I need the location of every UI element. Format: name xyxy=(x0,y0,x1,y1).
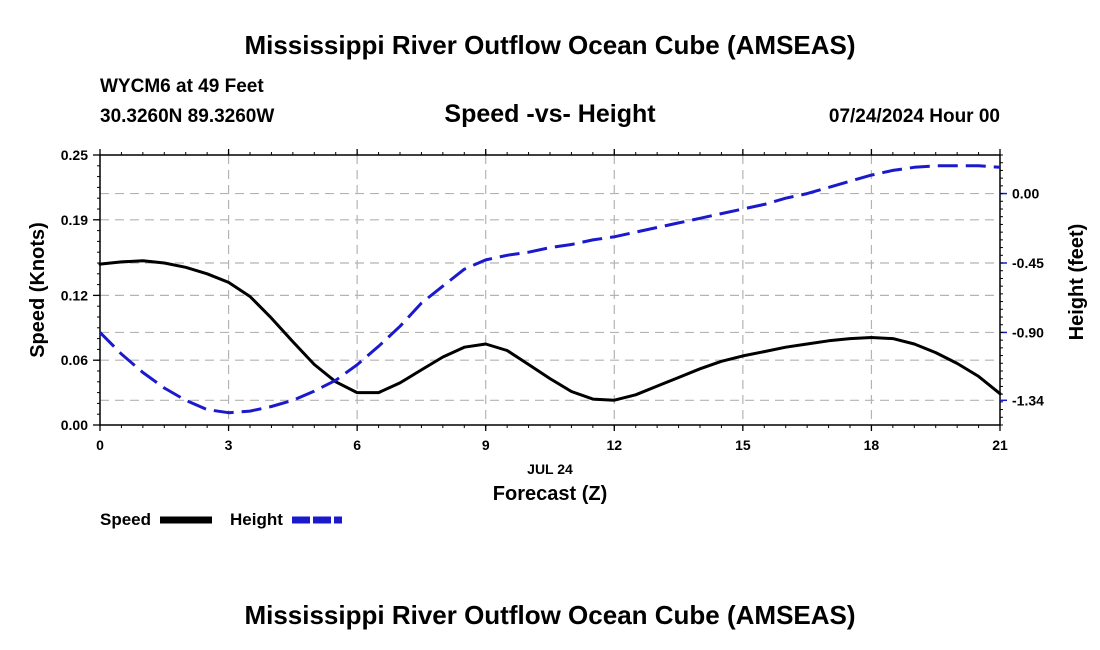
x-axis-title: Forecast (Z) xyxy=(493,483,607,505)
y-tick-label: 0.06 xyxy=(61,352,88,368)
y2-tick-label: 0.00 xyxy=(1012,186,1039,202)
coordinates-label: 30.3260N 89.3260W xyxy=(100,106,275,127)
plot-frame xyxy=(99,154,1001,426)
series-line-speed xyxy=(98,259,1002,402)
y-tick-label: 0.25 xyxy=(61,147,88,163)
axis-ticks xyxy=(93,149,1007,431)
x-tick-label: 21 xyxy=(992,437,1008,453)
x-tick-label: 12 xyxy=(606,437,622,453)
station-label: WYCM6 at 49 Feet xyxy=(100,76,264,97)
x-tick-label: 3 xyxy=(225,437,233,453)
y2-tick-label: -1.34 xyxy=(1012,392,1044,408)
x-axis-date-label: JUL 24 xyxy=(527,461,573,477)
legend-speed-label: Speed xyxy=(100,510,151,529)
speed-height-chart: 0 3 6 9 12 15 18 21 0.00 0.06 0.12 0.19 0.25 -1.34 -0.… xyxy=(27,147,1088,529)
forecast-datetime: 07/24/2024 Hour 00 xyxy=(828,106,1000,127)
y2-tick-label: -0.45 xyxy=(1012,255,1044,271)
x-tick-label: 18 xyxy=(864,437,880,453)
y-axis-title: Speed (Knots) xyxy=(27,222,49,358)
y-tick-label: 0.12 xyxy=(61,287,88,303)
x-tick-label: 0 xyxy=(96,437,104,453)
y-tick-label: 0.00 xyxy=(61,417,88,433)
y2-axis-title: Height (feet) xyxy=(1066,224,1088,341)
chart-subtitle: Speed -vs- Height xyxy=(444,100,656,128)
x-tick-label: 9 xyxy=(482,437,490,453)
x-tick-label: 6 xyxy=(353,437,361,453)
legend: Speed Height xyxy=(100,510,342,529)
legend-height-label: Height xyxy=(230,510,283,529)
y-tick-label: 0.19 xyxy=(61,212,88,228)
x-tick-label: 15 xyxy=(735,437,751,453)
grid-lines xyxy=(100,155,1000,425)
y2-tick-label: -0.90 xyxy=(1012,324,1044,340)
tick-labels: 0 3 6 9 12 15 18 21 0.00 0.06 0.12 0.19 0.25 -1.34 -0.… xyxy=(61,147,1044,453)
series-lines xyxy=(98,164,1002,415)
footer-title: Mississippi River Outflow Ocean Cube (AM… xyxy=(244,600,856,630)
series-line-height xyxy=(98,164,1001,415)
page-title: Mississippi River Outflow Ocean Cube (AM… xyxy=(244,30,856,60)
